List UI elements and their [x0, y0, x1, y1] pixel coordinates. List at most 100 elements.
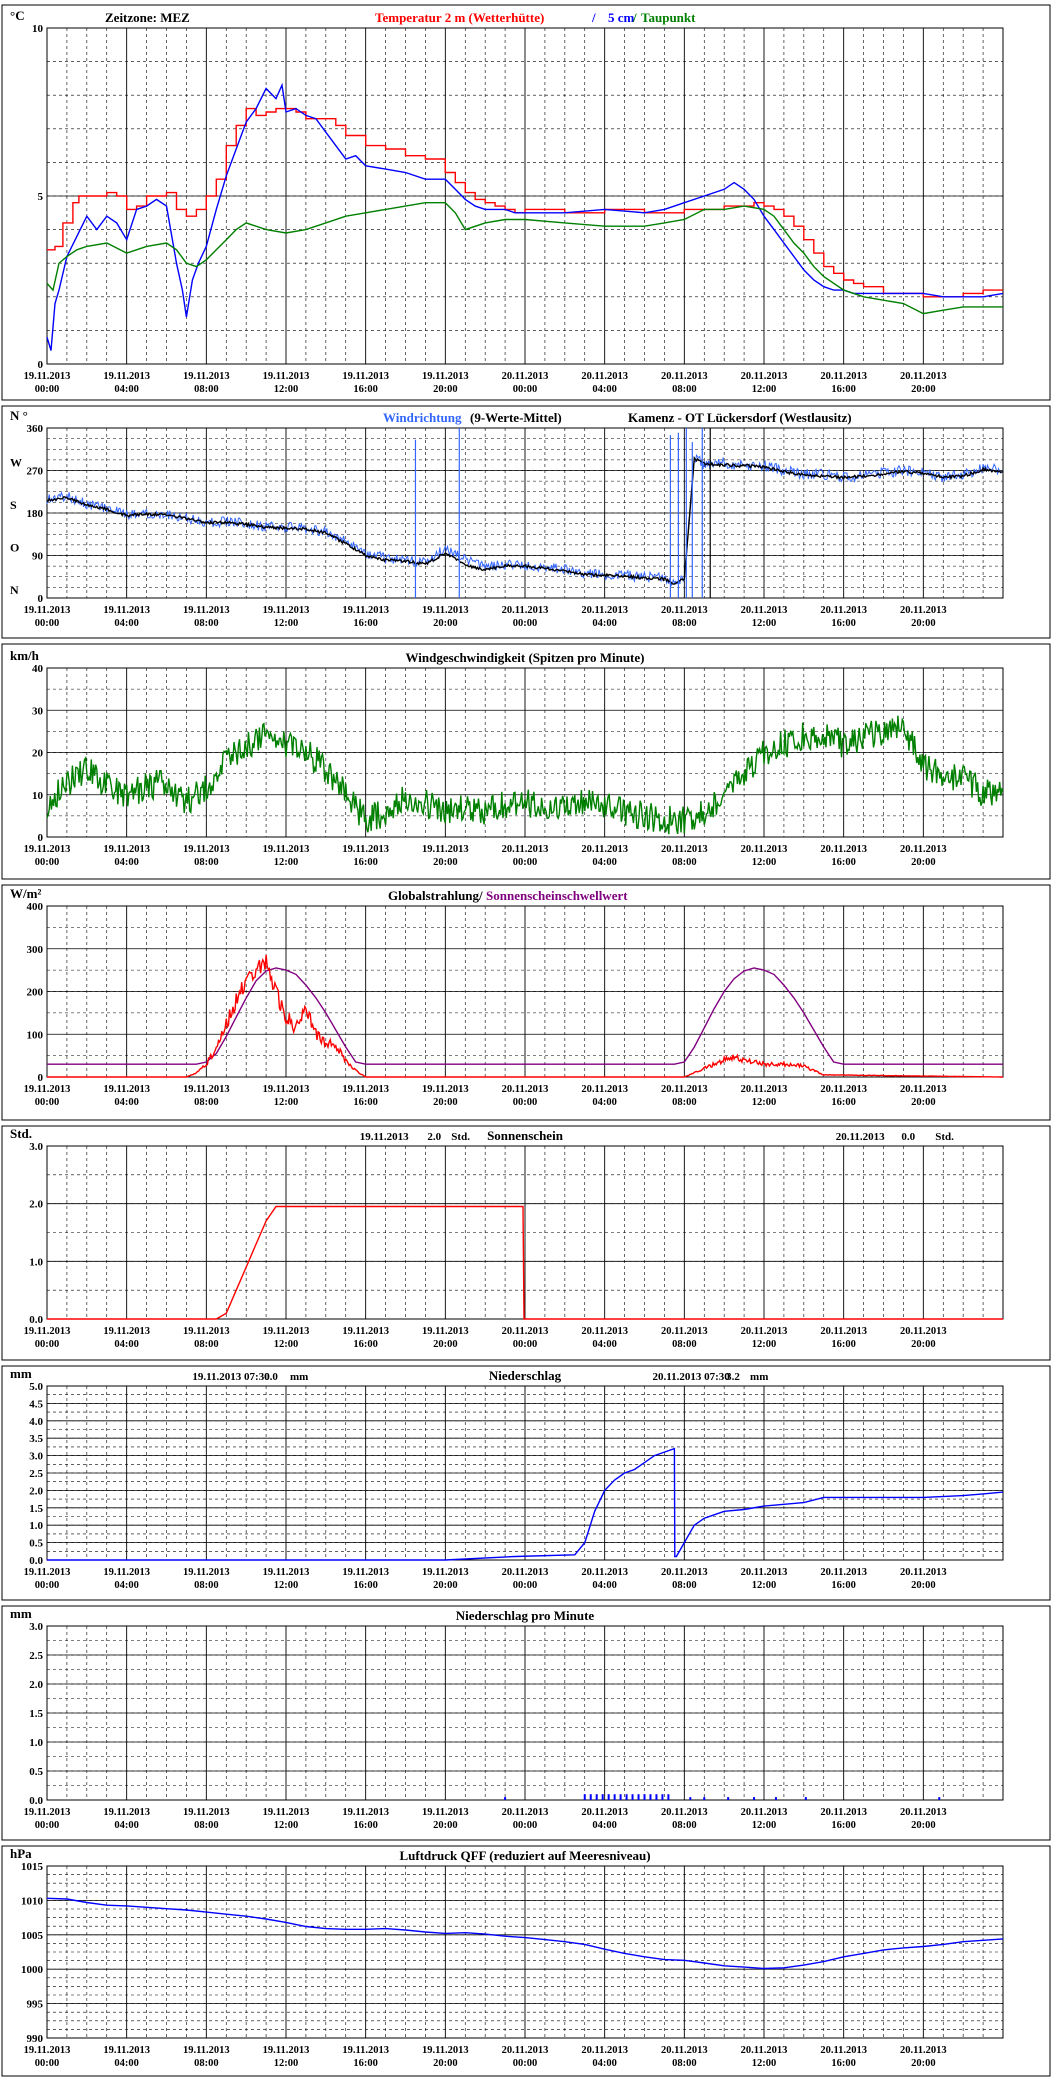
x-tick-date: 20.11.2013: [502, 1084, 549, 1095]
y-tick-label: 995: [27, 1999, 44, 2011]
x-tick-time: 12:00: [752, 857, 777, 868]
x-tick-date: 19.11.2013: [342, 1326, 389, 1337]
unit-label: Std.: [10, 1126, 32, 1141]
series-temp_5cm: [46, 82, 1004, 351]
y-tick-label: 180: [27, 508, 44, 520]
series-precip_cumulative: [47, 1447, 1004, 1561]
x-tick-time: 04:00: [592, 1580, 617, 1591]
chart-title: Luftdruck QFF (reduziert auf Meeresnivea…: [399, 1848, 650, 1863]
y-tick-label: 0: [38, 359, 44, 371]
x-tick-date: 20.11.2013: [581, 1807, 628, 1818]
x-tick-date: 19.11.2013: [24, 1326, 71, 1337]
x-tick-time: 08:00: [672, 618, 697, 629]
x-tick-time: 08:00: [672, 1580, 697, 1591]
y-tick-label: 0.0: [29, 1555, 43, 1567]
x-tick-date: 20.11.2013: [900, 1807, 947, 1818]
x-tick-time: 20:00: [433, 384, 458, 395]
y-tick-label: 2.0: [29, 1485, 43, 1497]
x-tick-date: 19.11.2013: [342, 1807, 389, 1818]
x-tick-time: 12:00: [274, 1580, 299, 1591]
y-tick-label: 0: [38, 1072, 44, 1084]
y-tick-label: 990: [27, 2033, 44, 2045]
x-tick-time: 04:00: [114, 1097, 139, 1108]
x-tick-time: 00:00: [513, 857, 538, 868]
x-tick-date: 19.11.2013: [183, 1326, 230, 1337]
x-tick-date: 19.11.2013: [422, 371, 469, 382]
x-tick-date: 19.11.2013: [342, 2045, 389, 2056]
y-tick-label: 1015: [21, 1861, 44, 1873]
x-tick-date: 19.11.2013: [342, 371, 389, 382]
y-tick-label: 360: [27, 423, 44, 435]
x-tick-time: 08:00: [194, 2058, 219, 2069]
series-pressure_qff: [46, 1897, 1004, 1970]
x-tick-time: 20:00: [433, 1339, 458, 1350]
y-tick-label: 30: [32, 705, 44, 717]
x-tick-date: 20.11.2013: [502, 1807, 549, 1818]
series-dewpoint: [46, 202, 1003, 315]
series-wind_dir_raw: [46, 453, 1004, 587]
x-tick-time: 12:00: [274, 857, 299, 868]
y-tick-label: 2.5: [29, 1650, 43, 1662]
x-tick-time: 16:00: [831, 1580, 856, 1591]
x-tick-date: 20.11.2013: [741, 2045, 788, 2056]
chart-title-part: Zeitzone: MEZ: [105, 10, 190, 25]
y-tick-label: 4.0: [29, 1416, 43, 1428]
precip-bar: [689, 1797, 692, 1800]
precip-bar: [655, 1794, 658, 1800]
x-tick-time: 00:00: [35, 618, 60, 629]
chart-title-part: Taupunkt: [641, 10, 696, 25]
x-tick-time: 08:00: [672, 2058, 697, 2069]
precip-bar: [938, 1797, 941, 1800]
x-tick-date: 20.11.2013: [900, 2045, 947, 2056]
x-tick-date: 20.11.2013: [581, 605, 628, 616]
x-tick-time: 00:00: [35, 1580, 60, 1591]
chart-title-part: Windrichtung: [383, 410, 462, 425]
y-tick-label: 3.0: [29, 1141, 43, 1153]
header-value: 19.11.2013 07:30: [192, 1371, 270, 1383]
x-tick-date: 20.11.2013: [661, 605, 708, 616]
x-tick-date: 20.11.2013: [820, 1326, 867, 1337]
x-tick-time: 08:00: [194, 857, 219, 868]
x-tick-time: 12:00: [274, 2058, 299, 2069]
x-tick-date: 20.11.2013: [661, 1084, 708, 1095]
x-tick-date: 19.11.2013: [263, 2045, 310, 2056]
x-tick-time: 20:00: [911, 857, 936, 868]
y-tick-label: 10: [32, 23, 44, 35]
chart-title-part: /: [591, 10, 596, 25]
y-tick-label: 2.0: [29, 1199, 43, 1211]
panel-frame: [1, 405, 1051, 639]
x-tick-time: 04:00: [114, 857, 139, 868]
x-tick-date: 20.11.2013: [502, 371, 549, 382]
x-tick-time: 00:00: [35, 1820, 60, 1831]
x-tick-time: 04:00: [592, 618, 617, 629]
y-tick-label: 1.0: [29, 1520, 43, 1532]
x-tick-time: 08:00: [672, 1339, 697, 1350]
x-tick-time: 04:00: [592, 2058, 617, 2069]
precip-bar: [583, 1794, 586, 1800]
x-tick-time: 12:00: [274, 1097, 299, 1108]
x-tick-time: 04:00: [114, 1339, 139, 1350]
x-tick-time: 20:00: [911, 1580, 936, 1591]
x-tick-date: 20.11.2013: [661, 2045, 708, 2056]
y-tick-label: 100: [27, 1029, 44, 1041]
x-tick-time: 08:00: [672, 857, 697, 868]
x-tick-date: 19.11.2013: [422, 1807, 469, 1818]
x-tick-date: 19.11.2013: [183, 844, 230, 855]
unit-label: km/h: [10, 648, 40, 663]
precip-bar: [613, 1794, 616, 1800]
chart-title-part: Kamenz - OT Lückersdorf (Westlausitz): [628, 410, 852, 425]
chart-precipitation: 0.00.51.01.52.02.53.03.54.04.55.0mm19.11…: [1, 1365, 1051, 1601]
x-tick-time: 04:00: [592, 384, 617, 395]
x-tick-date: 20.11.2013: [581, 1567, 628, 1578]
header-value: mm: [290, 1371, 308, 1383]
x-tick-time: 20:00: [911, 1820, 936, 1831]
x-tick-time: 04:00: [592, 1097, 617, 1108]
x-tick-date: 19.11.2013: [342, 1084, 389, 1095]
x-tick-date: 20.11.2013: [741, 371, 788, 382]
x-tick-time: 12:00: [752, 1097, 777, 1108]
x-tick-date: 19.11.2013: [103, 1084, 150, 1095]
header-value: Std.: [935, 1131, 954, 1143]
x-tick-date: 20.11.2013: [820, 1567, 867, 1578]
x-tick-date: 20.11.2013: [661, 1567, 708, 1578]
x-tick-date: 20.11.2013: [661, 1326, 708, 1337]
